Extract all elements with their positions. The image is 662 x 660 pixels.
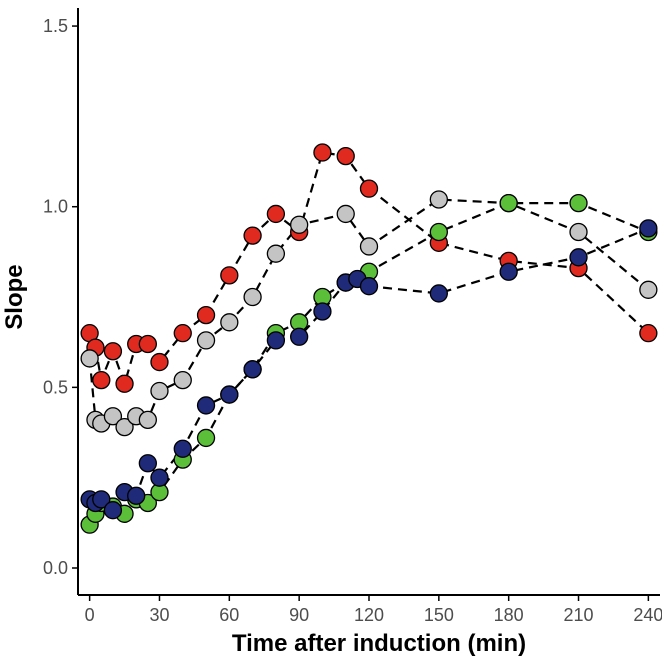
data-point-red [266,204,286,224]
data-point-grey [150,381,169,401]
y-axis: 0.0 0.5 1.0 1.5 [43,8,79,595]
data-point-red [313,143,332,162]
x-tick-label: 210 [563,605,593,625]
data-point-navy [138,454,157,473]
data-point-grey [115,417,134,437]
x-tick-label: 0 [85,605,95,625]
x-tick-label: 120 [354,605,384,625]
data-point-grey [138,410,157,430]
data-point-red [196,305,216,325]
data-point-red [243,226,262,245]
data-point-grey [103,407,123,426]
x-tick-label: 180 [494,605,524,625]
data-point-navy [429,284,448,303]
series-line-grey [88,198,650,429]
data-point-navy [290,327,309,346]
data-point-navy [196,396,216,415]
data-point-navy [173,439,192,458]
data-point-red [138,334,157,354]
data-point-green [499,193,518,213]
data-point-green [429,222,448,242]
data-point-navy [569,248,588,267]
data-point-grey [266,244,286,263]
data-point-red [173,324,192,343]
y-tick-label: 1.0 [43,197,68,217]
data-point-red [220,266,239,285]
data-point-navy [243,360,262,379]
data-point-navy [313,302,332,321]
data-point-grey [639,280,658,299]
data-point-grey [336,204,355,224]
y-tick-label: 1.5 [43,16,68,36]
data-point-red [359,179,379,198]
data-point-navy [639,219,658,238]
x-tick-label: 90 [289,605,309,625]
data-point-grey [243,287,262,307]
y-tick-label: 0.0 [43,558,68,578]
x-axis-title: Time after induction (min) [232,630,526,657]
data-point-grey [173,370,192,390]
y-axis-title: Slope [1,264,28,329]
data-point-navy [220,385,239,404]
data-point-navy [499,262,518,281]
data-point-green [569,193,588,213]
data-point-grey [569,222,588,242]
series-line-navy [89,227,649,512]
x-tick-label: 30 [149,605,169,625]
series-lines [88,151,650,526]
data-point-grey [290,215,309,234]
data-point-red [92,370,111,390]
data-point-navy [92,490,111,509]
data-point-red [103,342,123,361]
data-point-red [639,324,658,343]
x-tick-label: 60 [219,605,239,625]
data-point-green [196,428,216,448]
y-tick-label: 0.5 [43,377,68,397]
x-tick-label: 240 [633,605,662,625]
data-point-red [150,352,169,372]
x-axis: 0 30 60 90 120 150 180 210 240 [78,594,662,625]
data-point-red [115,374,134,393]
series-points [80,143,658,534]
data-point-grey [220,313,239,332]
data-point-grey [80,349,99,368]
data-point-grey [196,331,216,350]
data-point-navy [103,501,123,520]
data-point-grey [429,190,448,209]
data-point-navy [266,331,286,350]
data-point-grey [359,237,379,256]
data-point-navy [127,486,146,505]
data-point-navy [150,468,169,487]
x-tick-label: 150 [424,605,454,625]
data-point-red [336,146,355,166]
data-point-navy [359,277,379,296]
